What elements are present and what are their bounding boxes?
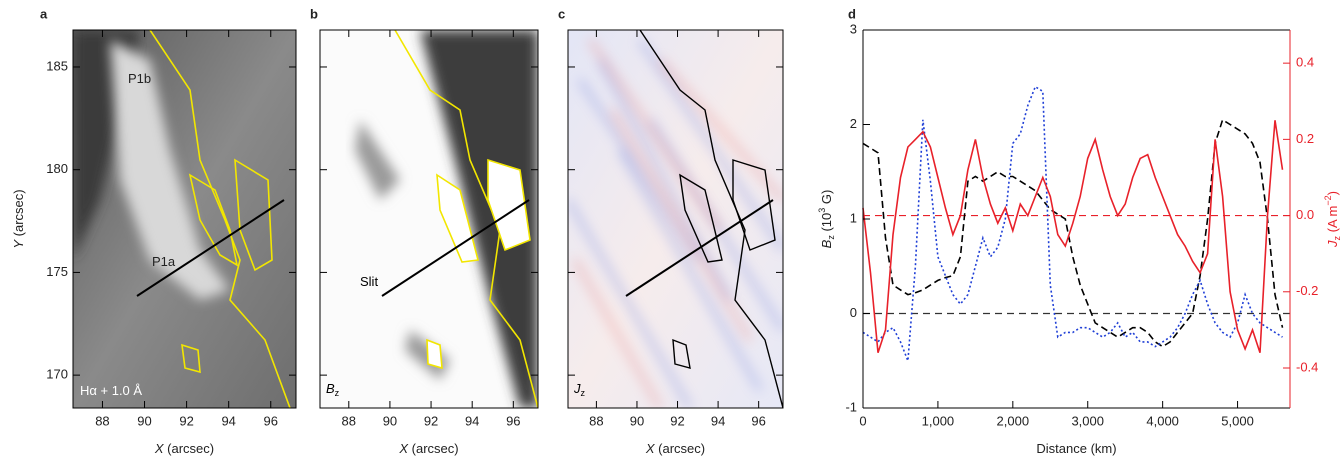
y2-axis-label-part: (A m	[1325, 206, 1340, 236]
x-axis-label: X (arcsec)	[398, 441, 458, 456]
y-tick-label: 2	[850, 116, 857, 131]
annotation-part: B	[326, 381, 335, 396]
x-tick-label: 5,000	[1221, 413, 1254, 428]
y-tick-label: 185	[46, 58, 68, 73]
image-c	[568, 30, 783, 408]
annotation-part: z	[335, 388, 340, 398]
frame	[72, 29, 297, 409]
frame	[567, 29, 784, 409]
y2-axis-label-part: z	[1332, 235, 1342, 240]
x-axis-label-part: (arcsec)	[655, 441, 706, 456]
annotation-part: Hα + 1.0 Å	[80, 383, 142, 398]
x-tick-label: 90	[137, 413, 151, 428]
annotation: Jz	[573, 381, 586, 398]
y2-tick-label: -0.2	[1296, 283, 1318, 298]
x-tick-label: 92	[424, 413, 438, 428]
panel-label: a	[40, 6, 48, 21]
y-tick-label: 3	[850, 21, 857, 36]
y-axis-label: Bz (103 G)	[817, 190, 836, 249]
x-axis-label-part: X	[645, 441, 656, 456]
x-tick-label: 88	[589, 413, 603, 428]
panel-label: c	[558, 6, 565, 21]
x-tick-label: 1,000	[922, 413, 955, 428]
x-axis-label-part: (arcsec)	[164, 441, 215, 456]
annotation: P1b	[128, 71, 151, 86]
y-tick-label: -1	[845, 399, 857, 414]
x-tick-label: 88	[342, 413, 356, 428]
frame	[319, 29, 539, 409]
panel-label: d	[848, 6, 856, 21]
y-tick-label: 0	[850, 305, 857, 320]
y2-axis-label-part: J	[1325, 240, 1340, 248]
y-tick-label: 1	[850, 210, 857, 225]
y-axis-label-part: (10	[819, 213, 834, 235]
x-tick-label: 90	[630, 413, 644, 428]
y-tick-label: 175	[46, 264, 68, 279]
x-axis-label: X (arcsec)	[645, 441, 705, 456]
y-axis-label-part: z	[826, 235, 836, 240]
image-b	[320, 30, 538, 408]
y-tick-label: 170	[46, 367, 68, 382]
y2-axis-label-part: −2	[1323, 195, 1333, 205]
y-axis-label-part: Y	[11, 239, 26, 249]
x-tick-label: 96	[506, 413, 520, 428]
x-tick-label: 96	[264, 413, 278, 428]
x-tick-label: 3,000	[1071, 413, 1104, 428]
annotation-part: z	[581, 388, 586, 398]
y2-tick-label: 0.2	[1296, 131, 1314, 146]
y2-axis-label-part: )	[1325, 191, 1340, 195]
annotation-part: P1a	[152, 254, 176, 269]
x-tick-label: 92	[670, 413, 684, 428]
image-a	[73, 30, 296, 408]
series-line	[862, 85, 1283, 362]
y2-tick-label: -0.4	[1296, 359, 1318, 374]
x-axis-label: Distance (km)	[1036, 441, 1116, 456]
annotation-part: Slit	[360, 274, 378, 289]
y2-tick-label: 0.0	[1296, 207, 1314, 222]
y-axis-label-part: (arcsec)	[11, 189, 26, 240]
x-tick-label: 0	[859, 413, 866, 428]
x-tick-label: 92	[179, 413, 193, 428]
y-tick-label: 180	[46, 161, 68, 176]
x-axis-label-part: X	[154, 441, 165, 456]
x-tick-label: 94	[465, 413, 479, 428]
series-line	[862, 118, 1284, 348]
x-tick-label: 88	[95, 413, 109, 428]
annotation-part: P1b	[128, 71, 151, 86]
y-axis-label-part: B	[819, 239, 834, 248]
annotation: Bz	[326, 381, 340, 398]
y2-tick-label: 0.4	[1296, 55, 1314, 70]
y-axis-label-part: G)	[819, 190, 834, 208]
series-line	[862, 120, 1284, 353]
x-tick-label: 94	[711, 413, 725, 428]
annotation: Hα + 1.0 Å	[80, 383, 142, 398]
y-axis-label: Y (arcsec)	[11, 189, 26, 248]
x-tick-label: 90	[383, 413, 397, 428]
x-tick-label: 96	[751, 413, 765, 428]
x-tick-label: 4,000	[1146, 413, 1179, 428]
y-axis-label-part: 3	[817, 208, 827, 213]
x-tick-label: 2,000	[997, 413, 1030, 428]
annotation: Slit	[360, 274, 378, 289]
x-axis-label-part: X	[398, 441, 409, 456]
panel-label: b	[310, 6, 318, 21]
y2-axis-label: Jz (A m−2)	[1323, 191, 1342, 248]
x-axis-label: X (arcsec)	[154, 441, 214, 456]
x-axis-label-part: (arcsec)	[408, 441, 459, 456]
x-axis-label-part: Distance (km)	[1036, 441, 1116, 456]
annotation-part: J	[573, 381, 581, 396]
annotation: P1a	[152, 254, 176, 269]
x-tick-label: 94	[221, 413, 235, 428]
